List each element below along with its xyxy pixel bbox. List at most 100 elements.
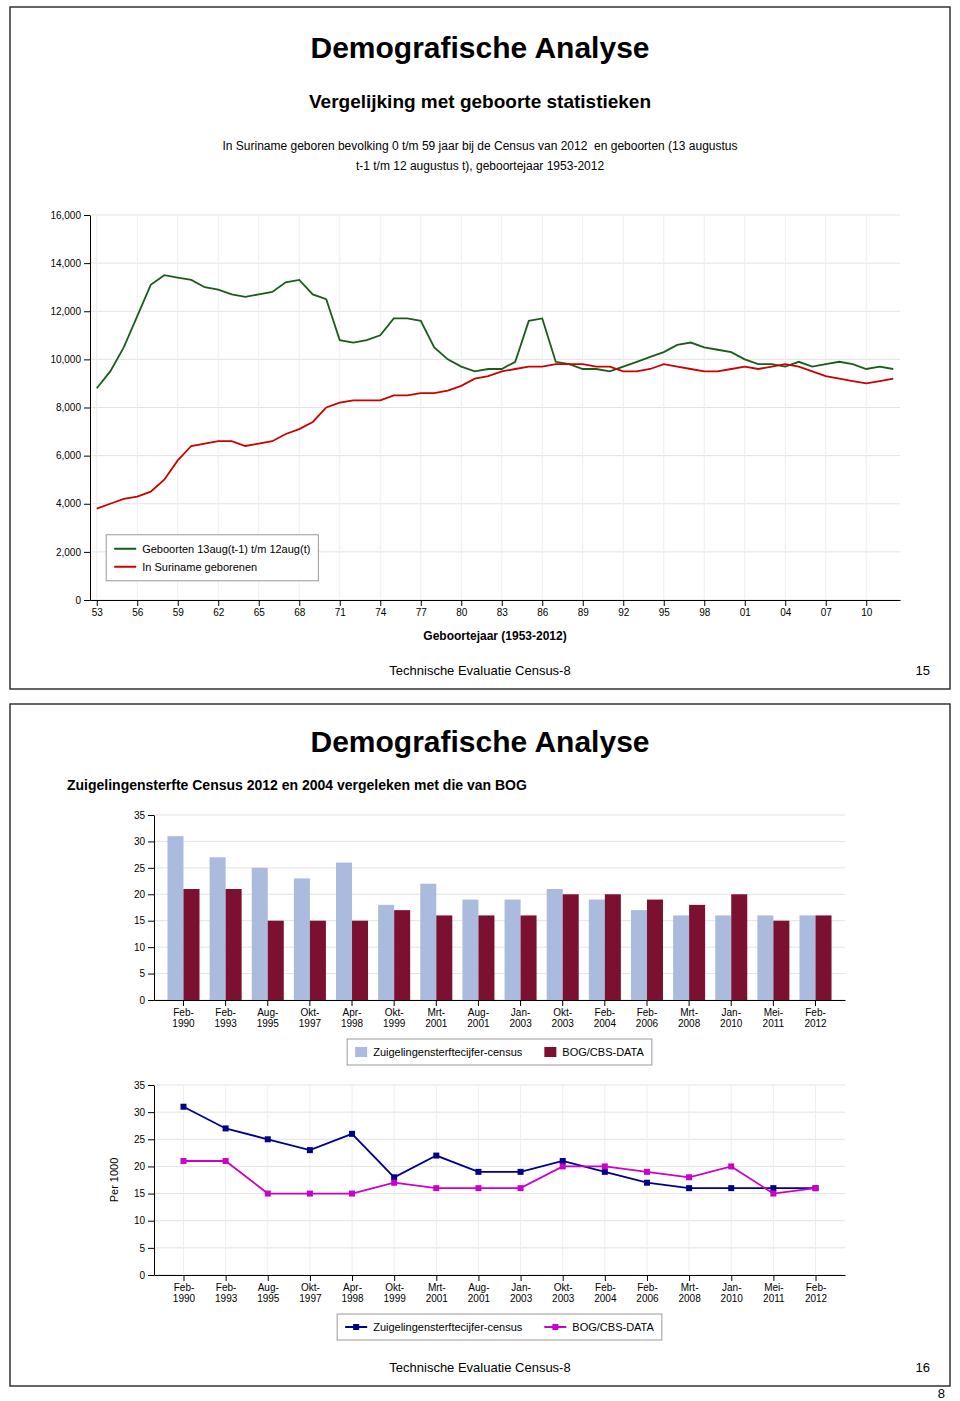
tick-mark xyxy=(583,600,584,606)
grid-line xyxy=(154,841,845,842)
tick-label: 01 xyxy=(740,607,752,618)
grid-line xyxy=(267,1085,268,1275)
bar xyxy=(521,915,537,1000)
tick-label-line: Aug- xyxy=(468,1007,489,1018)
tick-label: Aug-1995 xyxy=(257,1007,280,1029)
tick-label: Feb-2012 xyxy=(804,1007,827,1029)
tick-mark xyxy=(218,600,219,606)
tick: Feb-2004 xyxy=(594,1275,617,1304)
tick-label-line: Feb- xyxy=(173,1007,194,1018)
line xyxy=(97,275,894,388)
tick-mark xyxy=(380,600,381,606)
grid-line xyxy=(90,215,900,216)
bar xyxy=(589,900,605,1000)
tick: 20 xyxy=(134,1161,154,1172)
tick-mark xyxy=(436,1275,437,1281)
tick-mark xyxy=(542,600,543,606)
tick-label: 30 xyxy=(134,1107,146,1118)
tick: 5 xyxy=(139,1243,154,1254)
tick-label: Mrt-2008 xyxy=(678,1282,701,1304)
tick: Feb-2012 xyxy=(805,1275,828,1304)
tick-label-line: 2006 xyxy=(636,1018,659,1029)
markers xyxy=(180,1158,818,1197)
tick-label: Okt-2003 xyxy=(552,1282,575,1304)
tick-label: 68 xyxy=(294,607,306,618)
grid-line xyxy=(225,1085,226,1275)
tick-label: 04 xyxy=(780,607,792,618)
grid-line xyxy=(582,215,583,600)
grid xyxy=(154,815,845,1000)
tick-label-line: 2004 xyxy=(594,1018,617,1029)
marker xyxy=(349,1191,355,1197)
axis-line xyxy=(154,1086,155,1276)
marks xyxy=(97,275,894,508)
marker xyxy=(728,1163,734,1169)
grid-line xyxy=(90,600,900,601)
tick-mark xyxy=(520,1000,521,1006)
tick-mark xyxy=(352,1275,353,1281)
tick: Feb-1990 xyxy=(173,1275,196,1304)
chart: Demografische AnalyseVergelijking met ge… xyxy=(50,31,930,678)
grid-line xyxy=(154,1247,845,1248)
tick: 2,000 xyxy=(56,547,90,558)
marker xyxy=(813,1185,819,1191)
bar xyxy=(210,857,226,1000)
tick-label: 2,000 xyxy=(56,547,81,558)
grid-line xyxy=(154,815,845,816)
tick: 74 xyxy=(375,600,387,618)
tick-label-line: 1993 xyxy=(215,1018,238,1029)
tick-mark xyxy=(137,600,138,606)
bar xyxy=(226,889,242,1000)
tick: 10 xyxy=(134,1215,154,1226)
tick: Okt-2003 xyxy=(552,1000,575,1029)
tick-label: Apr-1998 xyxy=(341,1007,364,1029)
bar xyxy=(352,921,368,1000)
tick-label: Feb-1993 xyxy=(215,1282,238,1304)
tick: 30 xyxy=(134,1107,154,1118)
tick-mark xyxy=(704,600,705,606)
tick: 0 xyxy=(139,995,154,1006)
tick-mark xyxy=(815,1000,816,1006)
tick: Okt-2003 xyxy=(552,1275,575,1304)
marker xyxy=(686,1185,692,1191)
tick-mark xyxy=(478,1275,479,1281)
tick: 89 xyxy=(578,600,590,618)
tick-label: 80 xyxy=(456,607,468,618)
tick: Okt-1999 xyxy=(384,1275,407,1304)
legend-item: Zuigelingensterftecijfer-census xyxy=(345,1321,523,1333)
bar xyxy=(394,910,410,1000)
y-axis: 05101520253035 xyxy=(134,810,155,1006)
marker xyxy=(265,1136,271,1142)
tick-label: 25 xyxy=(134,1134,146,1145)
tick-label-line: Feb- xyxy=(637,1282,658,1293)
tick-label-line: 2003 xyxy=(552,1293,575,1304)
tick-label: Okt-1997 xyxy=(299,1007,322,1029)
tick: Mrt-2008 xyxy=(678,1275,701,1304)
tick-label: Aug-2001 xyxy=(468,1282,491,1304)
tick-label-line: 2001 xyxy=(425,1018,448,1029)
marker xyxy=(644,1169,650,1175)
legend-label: Zuigelingensterftecijfer-census xyxy=(373,1321,523,1333)
annotation: 15 xyxy=(916,663,930,678)
tick-mark xyxy=(148,1000,154,1001)
line xyxy=(97,364,894,508)
axis-line xyxy=(155,1275,846,1276)
marker xyxy=(391,1174,397,1180)
tick-label-line: 2003 xyxy=(552,1018,575,1029)
bar xyxy=(294,878,310,1000)
legend-label: In Suriname geborenen xyxy=(142,561,257,573)
tick: 01 xyxy=(740,600,752,618)
bar xyxy=(378,905,394,1000)
bar xyxy=(167,836,183,1000)
tick-label: Feb-2012 xyxy=(805,1282,828,1304)
tick-label-line: 2001 xyxy=(426,1293,449,1304)
legend-item: In Suriname geborenen xyxy=(114,561,257,573)
tick-mark xyxy=(745,600,746,606)
grid-line xyxy=(815,1085,816,1275)
grid-line xyxy=(90,503,900,504)
grid-line xyxy=(154,1085,845,1086)
tick-mark xyxy=(148,868,154,869)
tick: Jan-2003 xyxy=(510,1275,533,1304)
tick-label: Apr-1998 xyxy=(341,1282,364,1304)
bar xyxy=(799,915,815,1000)
